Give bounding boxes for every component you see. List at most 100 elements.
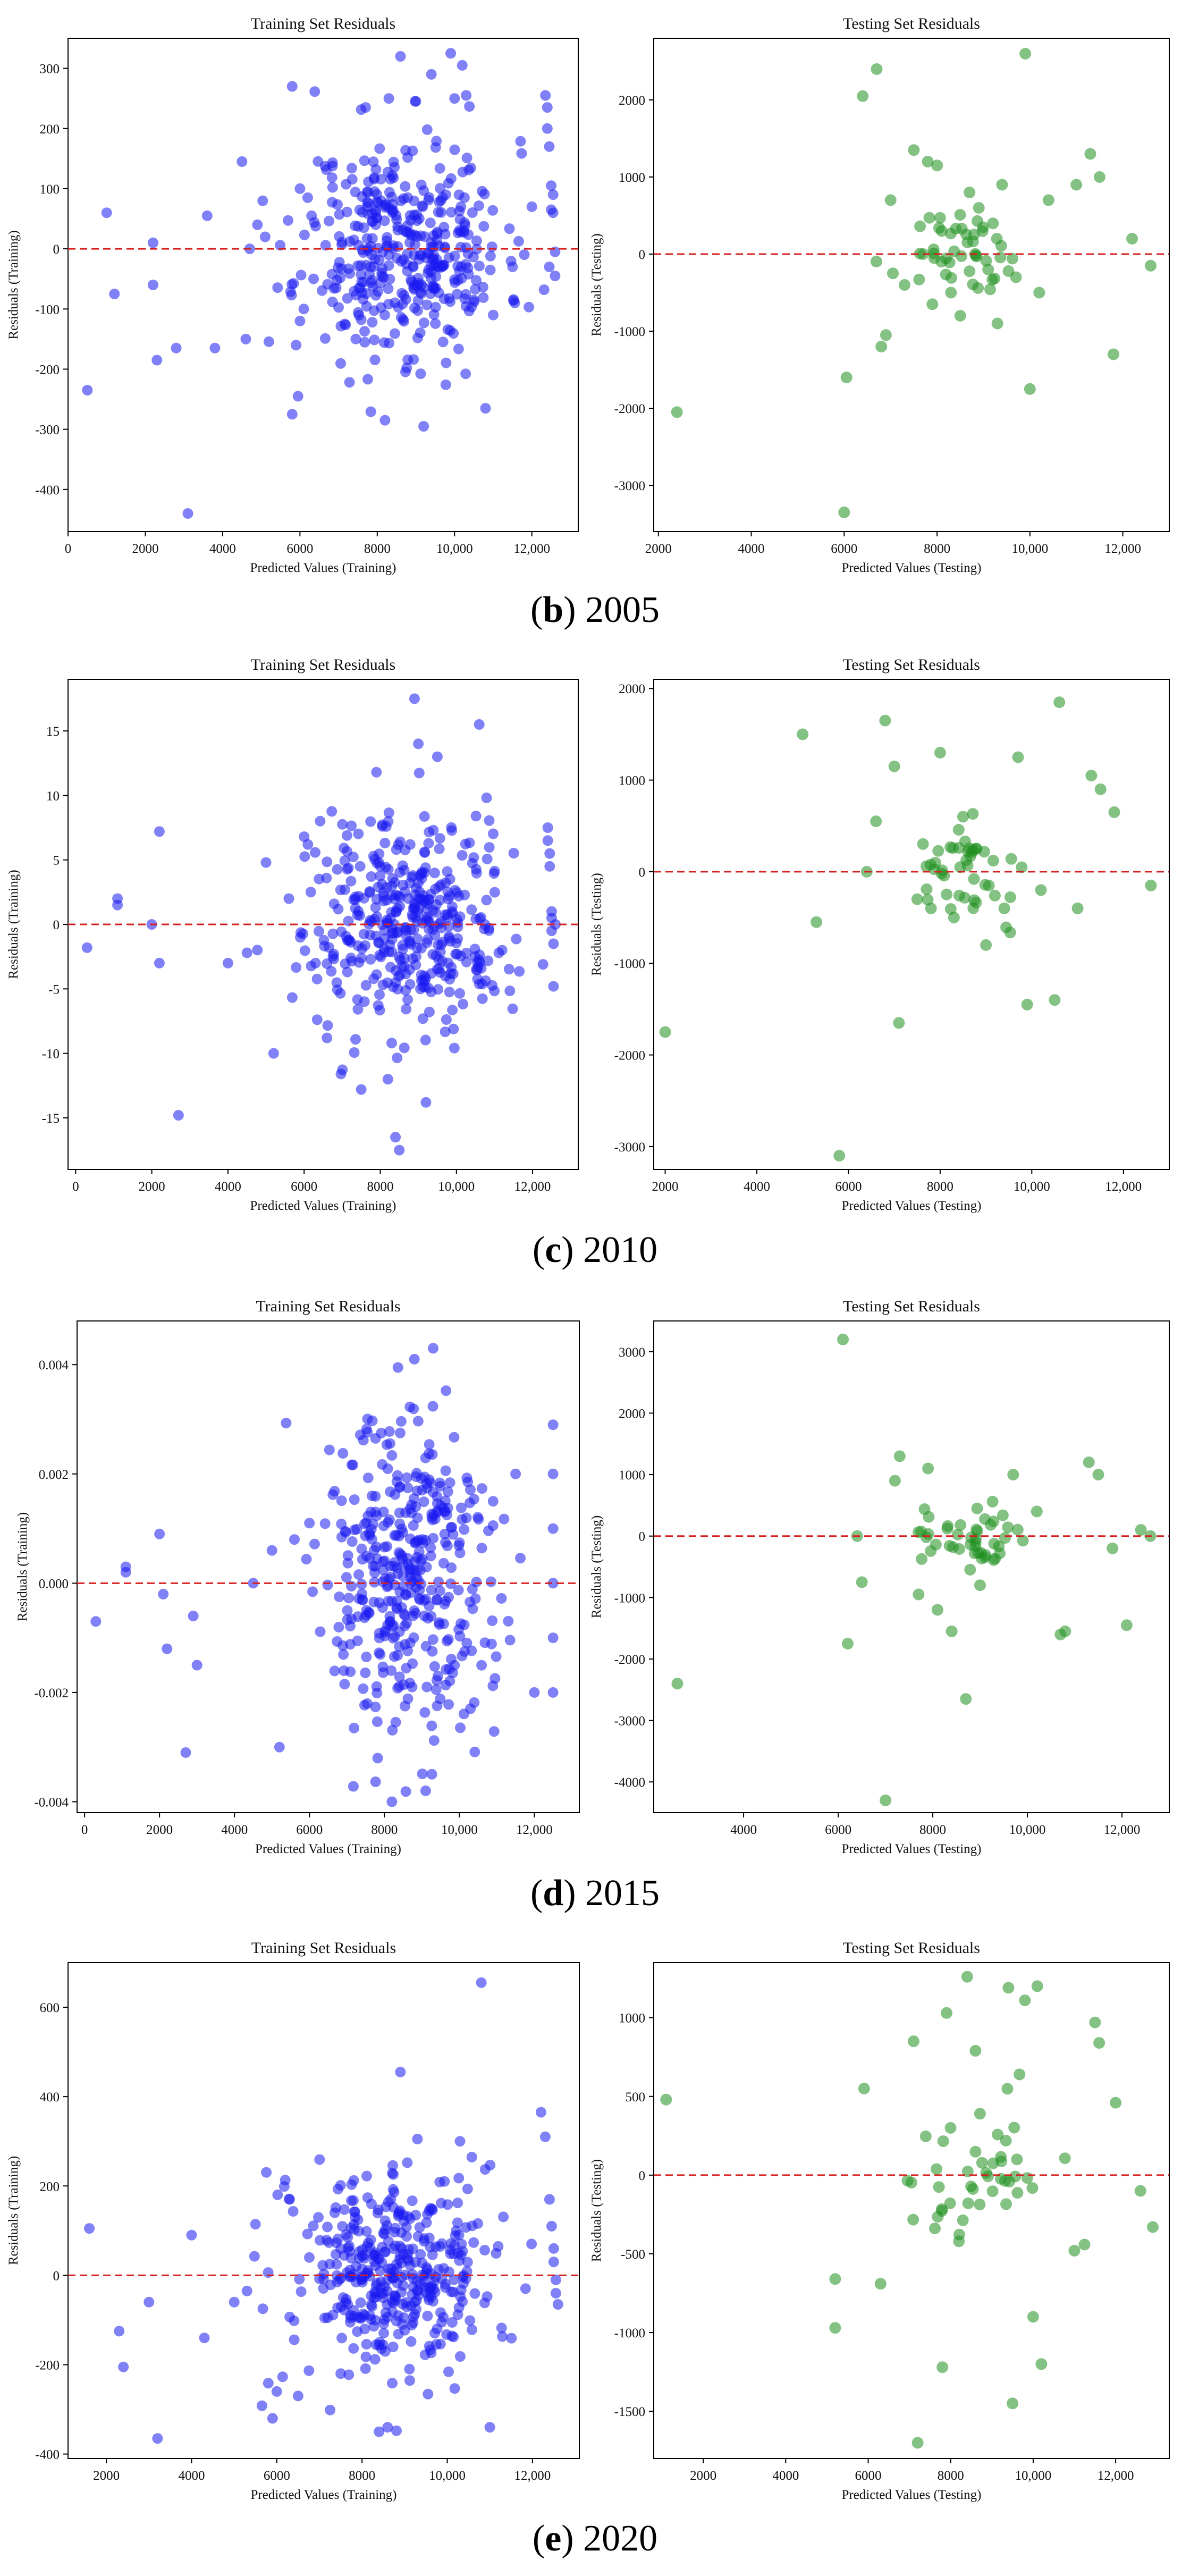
data-point (393, 302, 404, 313)
data-point (459, 192, 470, 203)
data-point (426, 260, 437, 271)
data-point (1033, 287, 1045, 299)
data-point (341, 830, 352, 841)
data-point (547, 1468, 559, 1479)
data-point (283, 2193, 294, 2204)
data-point (391, 889, 401, 900)
data-point (479, 2245, 490, 2255)
data-point (440, 1026, 451, 1038)
data-point (298, 928, 309, 939)
data-point (415, 368, 426, 380)
data-point (420, 1535, 431, 1546)
data-point (911, 893, 923, 905)
data-point (426, 1611, 437, 1622)
data-point (375, 2287, 386, 2299)
x-tick-label: 0 (65, 542, 72, 556)
data-point (444, 1676, 455, 1687)
data-point (478, 292, 489, 303)
data-point (1059, 2152, 1071, 2165)
data-point (369, 334, 380, 346)
y-tick-label: -10 (42, 1047, 60, 1062)
data-point (914, 220, 926, 232)
data-point (404, 1678, 416, 1689)
data-point (962, 2197, 974, 2209)
data-point (151, 355, 163, 366)
data-point (376, 879, 387, 890)
data-point (322, 1020, 333, 1031)
data-point (324, 1444, 335, 1455)
data-point (437, 955, 448, 966)
y-tick-label: -15 (42, 1112, 60, 1126)
data-point (1053, 696, 1066, 709)
data-point (919, 2130, 932, 2142)
x-axis-label: Predicted Values (Training) (251, 2488, 397, 2502)
data-point (526, 201, 537, 212)
data-point (361, 1652, 372, 1662)
y-tick-label: -5 (48, 982, 60, 997)
data-point (199, 2333, 210, 2344)
data-point (356, 269, 367, 280)
data-point (294, 2274, 305, 2285)
x-tick-label: 12,000 (514, 1180, 551, 1194)
data-point (671, 406, 683, 418)
data-point (331, 977, 342, 988)
data-point (410, 2257, 421, 2268)
data-point (538, 284, 550, 295)
data-point (412, 332, 423, 343)
data-point (1071, 902, 1084, 914)
data-point (261, 2167, 272, 2178)
data-point (917, 838, 929, 850)
data-point (537, 959, 548, 970)
data-point (366, 871, 377, 882)
data-point (299, 851, 310, 862)
data-point (941, 888, 953, 900)
y-tick-label: -2000 (614, 1049, 645, 1063)
data-point (841, 1638, 854, 1649)
data-point (162, 1643, 173, 1654)
y-axis-label: Residuals (Testing) (589, 2159, 604, 2262)
y-axis-label: Residuals (Testing) (589, 1516, 604, 1618)
data-point (508, 848, 519, 858)
data-point (474, 719, 485, 730)
data-point (188, 1611, 199, 1621)
data-point (980, 255, 992, 267)
data-point (424, 1439, 435, 1450)
data-point (406, 2300, 417, 2311)
data-point (370, 1561, 381, 1572)
data-point (546, 2220, 557, 2232)
y-tick-label: -1500 (614, 2405, 645, 2419)
data-point (503, 1615, 514, 1627)
data-point (413, 738, 424, 750)
data-point (349, 1494, 360, 1505)
data-point (319, 1518, 331, 1529)
data-point (349, 2219, 359, 2230)
data-point (384, 939, 395, 950)
y-axis-label: Residuals (Training) (6, 870, 21, 979)
data-point (347, 1536, 358, 1547)
data-point (433, 2264, 444, 2275)
y-tick-label: 500 (626, 2090, 646, 2104)
data-point (833, 1150, 846, 1162)
data-point (404, 2363, 415, 2375)
y-tick-label: 300 (40, 62, 60, 77)
data-point (370, 1776, 381, 1787)
data-point (378, 2328, 390, 2338)
data-point (380, 2307, 391, 2318)
caption-year: 2020 (583, 2518, 658, 2559)
data-point (461, 90, 472, 101)
data-point (520, 2283, 531, 2294)
data-point (286, 81, 298, 92)
data-point (485, 250, 496, 262)
caption-letter: d (543, 1873, 564, 1914)
y-tick-label: -0.004 (34, 1795, 69, 1809)
data-point (394, 1671, 405, 1682)
data-point (391, 906, 402, 917)
data-point (455, 201, 467, 212)
data-point (444, 1477, 455, 1488)
data-point (447, 1668, 458, 1678)
data-point (937, 2135, 949, 2148)
data-point (519, 249, 530, 260)
data-point (329, 1665, 340, 1677)
data-point (1035, 2358, 1048, 2370)
x-tick-label: 2000 (146, 1823, 173, 1837)
